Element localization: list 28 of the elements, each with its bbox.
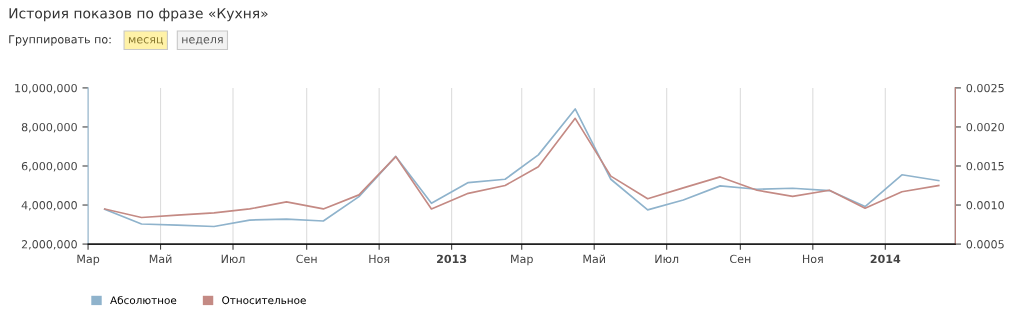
x-tick-label: Сен <box>296 254 317 264</box>
y-tick-label: 4,000,000 <box>21 201 77 211</box>
text: Группировать по: <box>9 35 111 46</box>
text: месяц <box>128 37 164 45</box>
legend-label: Относительное <box>222 296 306 305</box>
x-tick-label: Май <box>583 254 605 264</box>
legend-label: Абсолютное <box>110 295 177 305</box>
y-tick-label: 8,000,000 <box>21 122 77 133</box>
y2-tick-label: 0.0005 <box>966 240 1004 249</box>
x-tick-label: Мар <box>511 254 533 266</box>
x-tick-label: Мар <box>77 254 100 266</box>
y-tick-label: 6,000,000 <box>21 161 77 172</box>
y-tick-label: 2,000,000 <box>21 240 77 250</box>
text: неделя <box>182 37 223 45</box>
y2-tick-label: 0.0015 <box>966 161 1004 171</box>
x-tick-label: 2014 <box>870 254 901 264</box>
y-tick-label: 10,000,000 <box>15 83 77 94</box>
x-tick-label: Ноя <box>369 254 390 264</box>
x-tick-label: Сен <box>730 254 751 264</box>
x-tick-label: 2013 <box>437 254 467 264</box>
y2-tick-label: 0.0010 <box>966 201 1004 210</box>
x-tick-label: Май <box>149 254 172 264</box>
y2-tick-label: 0.0025 <box>966 83 1004 93</box>
x-tick-label: Июл <box>655 254 679 264</box>
y2-tick-label: 0.0020 <box>966 122 1004 132</box>
chart-title: История показов по фразе «Кухня» <box>9 8 268 22</box>
x-tick-label: Ноя <box>802 254 823 264</box>
x-tick-label: Июл <box>221 254 245 264</box>
